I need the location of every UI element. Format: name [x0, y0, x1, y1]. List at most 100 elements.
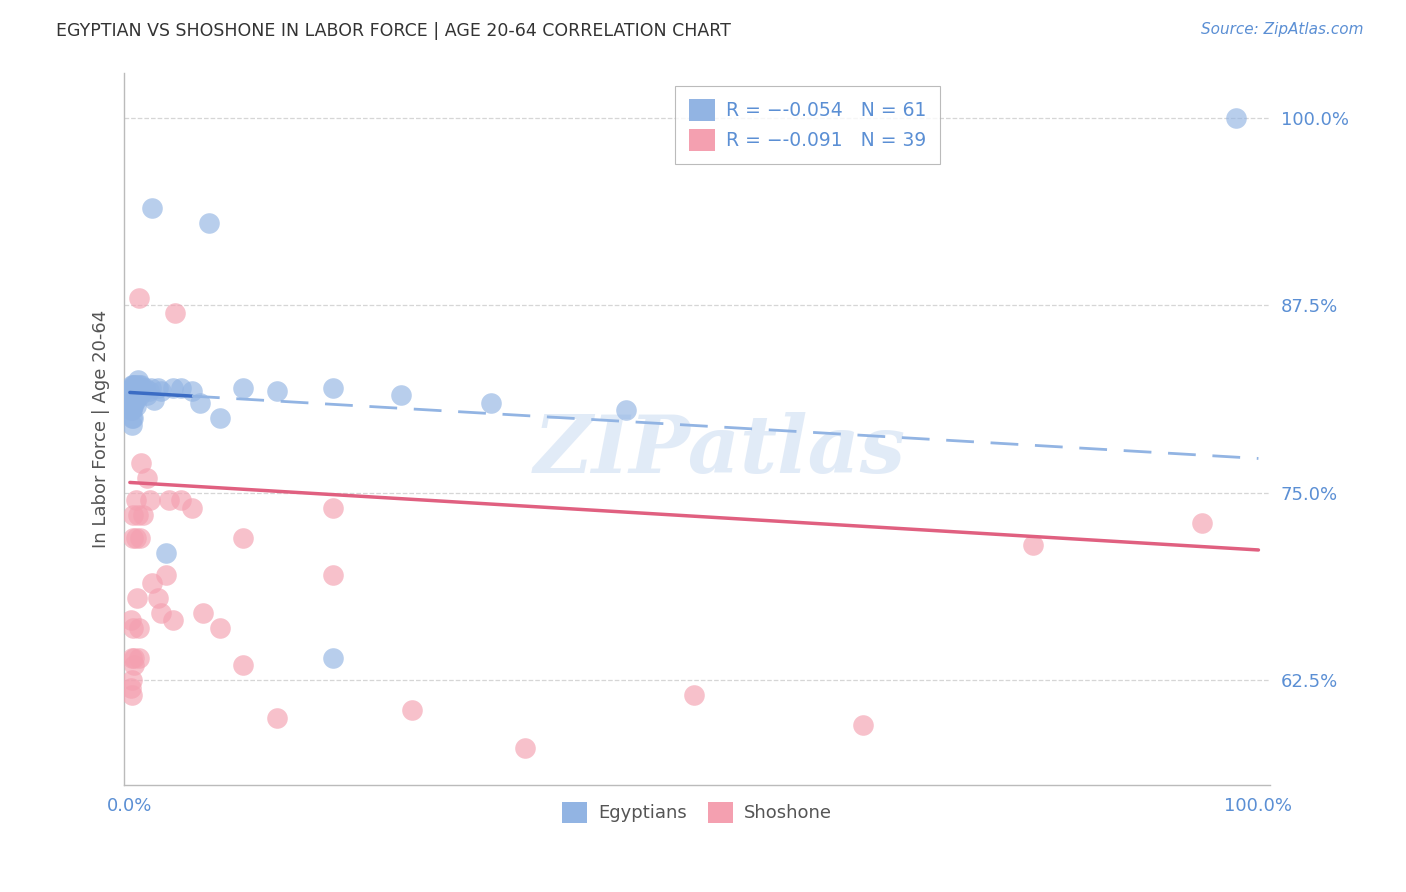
Point — [155, 546, 177, 560]
Point — [162, 614, 184, 628]
Point — [128, 291, 150, 305]
Point — [125, 591, 148, 605]
Point — [124, 378, 146, 392]
Point — [513, 741, 536, 756]
Point — [134, 381, 156, 395]
Point — [141, 381, 163, 395]
Point — [322, 651, 344, 665]
Text: EGYPTIAN VS SHOSHONE IN LABOR FORCE | AGE 20-64 CORRELATION CHART: EGYPTIAN VS SHOSHONE IN LABOR FORCE | AG… — [56, 22, 731, 40]
Point — [146, 381, 169, 395]
Point — [188, 396, 211, 410]
Point — [122, 384, 145, 398]
Point — [129, 381, 152, 395]
Point — [128, 651, 150, 665]
Point — [129, 388, 152, 402]
Point — [163, 306, 186, 320]
Point — [1191, 516, 1213, 530]
Point — [138, 384, 160, 398]
Point — [322, 500, 344, 515]
Point — [120, 396, 142, 410]
Point — [266, 384, 288, 398]
Point — [121, 392, 143, 407]
Point — [121, 673, 143, 688]
Point — [232, 381, 254, 395]
Point — [146, 591, 169, 605]
Y-axis label: In Labor Force | Age 20-64: In Labor Force | Age 20-64 — [93, 310, 110, 549]
Point — [121, 396, 143, 410]
Point — [122, 388, 145, 402]
Point — [616, 403, 638, 417]
Point — [124, 531, 146, 545]
Point — [120, 381, 142, 395]
Point — [209, 411, 232, 425]
Point — [132, 384, 155, 398]
Point — [1022, 539, 1045, 553]
Point — [129, 531, 152, 545]
Point — [142, 392, 165, 407]
Point — [128, 621, 150, 635]
Point — [127, 381, 149, 395]
Point — [124, 392, 146, 407]
Point — [132, 508, 155, 523]
Point — [124, 378, 146, 392]
Point — [139, 493, 162, 508]
Point — [121, 418, 143, 433]
Point — [128, 384, 150, 398]
Point — [141, 201, 163, 215]
Text: Source: ZipAtlas.com: Source: ZipAtlas.com — [1201, 22, 1364, 37]
Point — [157, 493, 180, 508]
Point — [181, 500, 204, 515]
Point — [135, 388, 157, 402]
Point — [1225, 111, 1247, 125]
Point — [121, 689, 143, 703]
Point — [125, 388, 148, 402]
Point — [121, 411, 143, 425]
Point — [232, 658, 254, 673]
Point — [122, 621, 145, 635]
Point — [150, 384, 173, 398]
Point — [121, 651, 143, 665]
Point — [125, 381, 148, 395]
Point — [266, 711, 288, 725]
Point — [124, 651, 146, 665]
Point — [852, 718, 875, 732]
Point — [124, 384, 146, 398]
Point — [122, 508, 145, 523]
Legend: Egyptians, Shoshone: Egyptians, Shoshone — [554, 795, 839, 830]
Point — [128, 378, 150, 392]
Point — [155, 568, 177, 582]
Point — [232, 531, 254, 545]
Point — [120, 388, 142, 402]
Point — [124, 388, 146, 402]
Point — [322, 381, 344, 395]
Point — [124, 399, 146, 413]
Point — [169, 381, 191, 395]
Point — [124, 396, 146, 410]
Point — [121, 378, 143, 392]
Point — [129, 378, 152, 392]
Point — [198, 216, 221, 230]
Point — [181, 384, 204, 398]
Point — [122, 381, 145, 395]
Point — [124, 493, 146, 508]
Point — [683, 689, 706, 703]
Point — [127, 374, 149, 388]
Point — [150, 606, 173, 620]
Point — [129, 456, 152, 470]
Point — [124, 658, 146, 673]
Point — [479, 396, 502, 410]
Point — [120, 399, 142, 413]
Point — [122, 531, 145, 545]
Point — [121, 399, 143, 413]
Point — [120, 403, 142, 417]
Point — [322, 568, 344, 582]
Point — [122, 411, 145, 425]
Point — [162, 381, 184, 395]
Point — [121, 388, 143, 402]
Point — [120, 614, 142, 628]
Point — [127, 508, 149, 523]
Point — [122, 378, 145, 392]
Point — [135, 471, 157, 485]
Point — [120, 681, 142, 695]
Point — [193, 606, 215, 620]
